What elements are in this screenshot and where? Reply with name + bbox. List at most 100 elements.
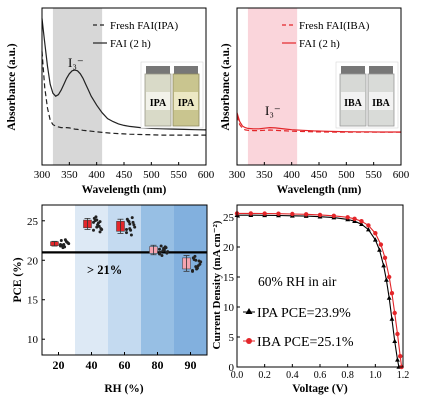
x-tick-label: 600 <box>393 169 410 181</box>
x-axis-ticks: 300 350 400 450 500 550 600 <box>229 162 410 181</box>
ipa-marker <box>395 357 400 362</box>
series-line-aged <box>236 112 401 133</box>
data-point <box>95 218 99 222</box>
x-tick-label: 90 <box>185 358 197 372</box>
legend-label-fresh: Fresh FAI(IBA) <box>299 20 370 32</box>
y-tick-label: 0 <box>229 362 235 374</box>
legend-label-iba: IBA PCE=25.1% <box>257 335 354 350</box>
iba-marker <box>345 215 350 220</box>
legend-label-fresh: Fresh FAI(IPA) <box>110 20 178 32</box>
x-tick-label: 350 <box>256 169 273 181</box>
x-tick-label: 550 <box>170 169 187 181</box>
data-point <box>67 242 71 246</box>
legend-label-aged: FAI (2 h) <box>110 38 151 50</box>
y-axis-ticks: 0 5 10 15 20 25 <box>223 212 240 374</box>
legend-label-aged: FAI (2 h) <box>299 38 340 50</box>
data-point <box>127 220 131 224</box>
x-axis-title: Voltage (V) <box>292 383 348 395</box>
x-tick-label: 400 <box>283 169 300 181</box>
data-point <box>59 239 63 243</box>
humidity-bands <box>42 205 207 355</box>
x-tick-label: 300 <box>229 169 246 181</box>
data-point <box>163 245 167 249</box>
x-tick-label: 0.2 <box>258 370 271 381</box>
ipa-marker <box>381 263 387 268</box>
y-axis-title: Absorbance (a.u.) <box>220 43 232 130</box>
iba-marker <box>317 212 323 218</box>
pce-distribution <box>42 215 207 273</box>
data-point <box>95 225 99 229</box>
vial-label-right: IPA <box>178 98 195 109</box>
y-axis-title: PCE (%) <box>12 257 24 302</box>
x-tick-label: 450 <box>116 169 133 181</box>
y-axis-ticks: 10 15 20 25 <box>27 216 45 346</box>
panel-a: 300 350 400 450 500 550 600 Wavelength (nm) Ab… <box>6 7 215 196</box>
y-tick-label: 5 <box>229 332 235 344</box>
ipa-marker <box>377 247 382 252</box>
data-point <box>194 258 198 262</box>
data-point <box>162 248 166 252</box>
data-point <box>94 215 98 219</box>
x-tick-label: 550 <box>365 169 382 181</box>
iba-marker <box>248 211 254 216</box>
vial-photo: IPA IPA <box>140 61 204 129</box>
iba-marker <box>386 274 392 280</box>
peak-label: I₃⁻ <box>68 55 84 70</box>
x-tick-label: 0.4 <box>286 370 299 381</box>
x-axis-ticks: 0.0 0.2 0.4 0.6 0.8 1.0 1.2 <box>231 364 409 381</box>
panel-d: 0 5 10 15 20 25 0.0 0.2 0.4 0.6 0.8 1.0 1.2 60% RH … <box>211 204 409 395</box>
x-tick-label: 400 <box>88 169 105 181</box>
data-point <box>199 260 203 264</box>
vial-label-left: IPA <box>150 98 167 109</box>
data-point <box>160 254 164 258</box>
x-tick-label: 60 <box>119 358 131 372</box>
iba-marker <box>392 310 397 316</box>
iodide-highlight-band <box>52 8 103 165</box>
x-axis-title: RH (%) <box>104 383 143 395</box>
data-point <box>159 244 163 248</box>
legend-ipa: IPA PCE=23.9% <box>243 306 351 321</box>
ipa-marker <box>386 295 392 300</box>
ipa-marker <box>384 277 389 282</box>
iba-marker <box>352 216 357 221</box>
x-tick-label: 0.0 <box>231 370 244 381</box>
ipa-marker <box>389 316 395 321</box>
panel-c: 10 15 20 25 20 40 60 80 90 > 21% RH (%) PCE (%) <box>12 204 208 395</box>
data-point <box>125 231 128 235</box>
triangle-marker-icon <box>245 308 253 314</box>
iba-marker <box>331 213 337 218</box>
iba-marker <box>389 291 395 296</box>
data-point <box>96 221 100 225</box>
data-point <box>64 239 68 243</box>
data-point <box>129 228 133 232</box>
x-tick-label: 300 <box>34 169 51 181</box>
vial-label-right: IBA <box>372 98 391 109</box>
iba-marker <box>366 223 371 228</box>
x-tick-label: 20 <box>53 358 65 372</box>
y-axis-title: Current Density (mA cm⁻²) <box>211 220 223 349</box>
panel-b: 300 350 400 450 500 550 600 Wavelength (nm) Ab… <box>220 7 410 196</box>
data-point <box>131 220 135 224</box>
series-line-fresh <box>41 51 206 136</box>
y-axis-title: Absorbance (a.u.) <box>6 43 18 130</box>
iba-marker <box>373 231 378 236</box>
iba-marker <box>290 211 295 217</box>
y-tick-label: 10 <box>223 302 235 314</box>
condition-label: 60% RH in air <box>258 274 337 289</box>
x-axis-title: Wavelength (nm) <box>277 184 362 196</box>
x-tick-label: 500 <box>338 169 355 181</box>
y-tick-label: 15 <box>27 295 39 307</box>
data-point <box>133 225 137 229</box>
data-point <box>59 242 62 246</box>
humidity-band <box>174 205 207 355</box>
y-tick-label: 20 <box>223 242 235 254</box>
data-point <box>128 222 132 226</box>
data-point <box>130 216 134 220</box>
iba-marker <box>303 212 309 217</box>
x-tick-label: 450 <box>311 169 328 181</box>
jv-curves <box>234 211 404 370</box>
iba-marker <box>262 211 267 216</box>
ipa-marker <box>392 338 398 343</box>
data-point <box>158 250 162 254</box>
